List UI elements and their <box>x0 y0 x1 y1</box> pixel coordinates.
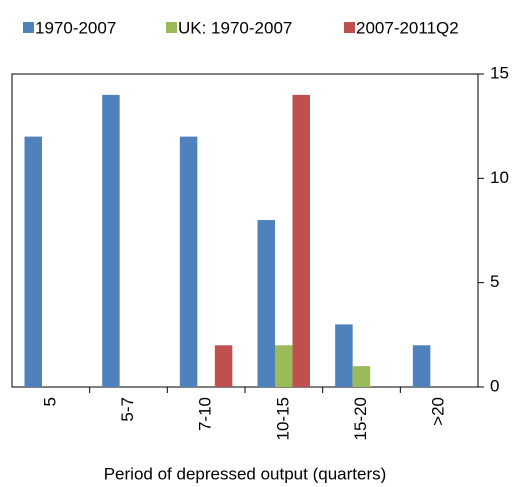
x-tick-label: 5 <box>40 397 59 406</box>
y-tick-label: 15 <box>490 63 509 82</box>
y-tick-label: 5 <box>490 272 499 291</box>
legend-label: 2007-2011Q2 <box>356 18 459 37</box>
x-tick-label: 7-10 <box>196 397 215 431</box>
bar <box>412 345 431 387</box>
x-tick-label: 15-20 <box>351 397 370 440</box>
y-tick-label: 0 <box>490 376 499 395</box>
plot-frame <box>11 73 479 388</box>
y-tick-label: 10 <box>490 168 509 187</box>
x-tick-label: 10-15 <box>273 397 292 440</box>
legend-swatch <box>166 22 177 33</box>
bar <box>24 136 42 387</box>
x-axis-label: Period of depressed output (quarters) <box>104 464 387 483</box>
x-tick-label: >20 <box>429 397 448 426</box>
bar <box>352 366 371 387</box>
legend-label: UK: 1970-2007 <box>178 18 292 37</box>
bar <box>335 324 353 387</box>
bar <box>179 136 198 387</box>
bar <box>292 94 310 387</box>
legend-label: 1970-2007 <box>35 18 116 37</box>
bar <box>275 345 293 387</box>
x-tick-label: 5-7 <box>118 397 137 422</box>
legend-swatch <box>23 22 34 33</box>
legend-swatch <box>344 22 355 33</box>
bar <box>214 345 233 387</box>
bar <box>102 94 120 387</box>
bar <box>257 220 275 387</box>
